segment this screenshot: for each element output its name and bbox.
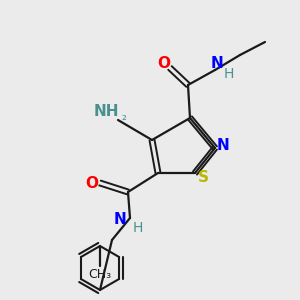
Text: O: O bbox=[158, 56, 170, 71]
Text: S: S bbox=[197, 170, 208, 185]
Text: NH: NH bbox=[93, 104, 119, 119]
Text: H: H bbox=[224, 67, 234, 81]
Text: O: O bbox=[85, 176, 98, 190]
Text: N: N bbox=[211, 56, 224, 71]
Text: N: N bbox=[114, 212, 126, 227]
Text: CH₃: CH₃ bbox=[88, 268, 112, 281]
Text: H: H bbox=[133, 221, 143, 235]
Text: ₂: ₂ bbox=[122, 110, 127, 122]
Text: N: N bbox=[217, 139, 230, 154]
